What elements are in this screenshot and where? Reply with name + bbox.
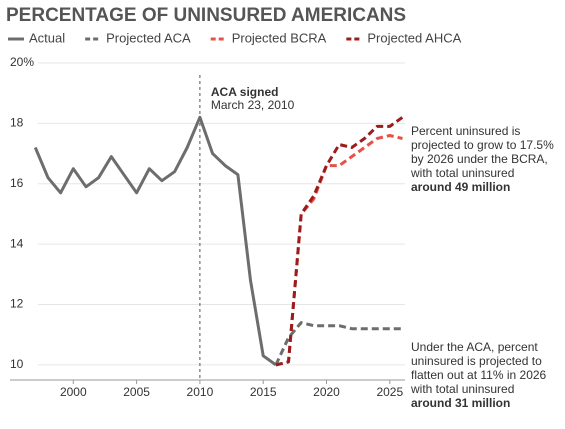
annotation: Under the ACA, percent: [411, 340, 538, 354]
annotation: uninsured is projected to: [411, 354, 542, 368]
legend-label: Projected BCRA: [232, 30, 327, 45]
legend-label: Projected ACA: [106, 30, 191, 45]
x-tick-label: 2015: [250, 385, 277, 399]
x-tick-label: 2000: [60, 385, 87, 399]
x-tick-label: 2020: [313, 385, 340, 399]
event-date: March 23, 2010: [211, 98, 295, 112]
x-tick-label: 2005: [123, 385, 150, 399]
legend-label: Projected AHCA: [367, 30, 461, 45]
x-tick-label: 2025: [376, 385, 403, 399]
series-line: [33, 115, 277, 367]
annotation: by 2026 under the BCRA,: [411, 152, 548, 166]
y-tick-label: 14: [10, 236, 24, 250]
series-line: [274, 321, 403, 366]
annotation: with total uninsured: [410, 166, 514, 180]
y-tick-label: 18: [10, 116, 24, 130]
legend-label: Actual: [29, 30, 65, 45]
annotation: Percent uninsured is: [411, 124, 520, 138]
y-tick-label: 12: [10, 297, 24, 311]
event-label: ACA signed: [211, 85, 279, 99]
chart-title: PERCENTAGE OF UNINSURED AMERICANS: [6, 5, 406, 26]
annotation-bold: around 49 million: [411, 180, 510, 194]
annotation-bold: around 31 million: [411, 396, 510, 410]
y-tick-label: 10: [10, 357, 24, 371]
x-tick-label: 2010: [187, 385, 214, 399]
annotation: projected to grow to 17.5%: [411, 138, 554, 152]
series-line: [275, 116, 404, 367]
y-tick-label: 20%: [10, 55, 34, 69]
y-tick-label: 16: [10, 176, 24, 190]
annotation: with total uninsured: [410, 382, 514, 396]
annotation: flatten out at 11% in 2026: [411, 368, 547, 382]
